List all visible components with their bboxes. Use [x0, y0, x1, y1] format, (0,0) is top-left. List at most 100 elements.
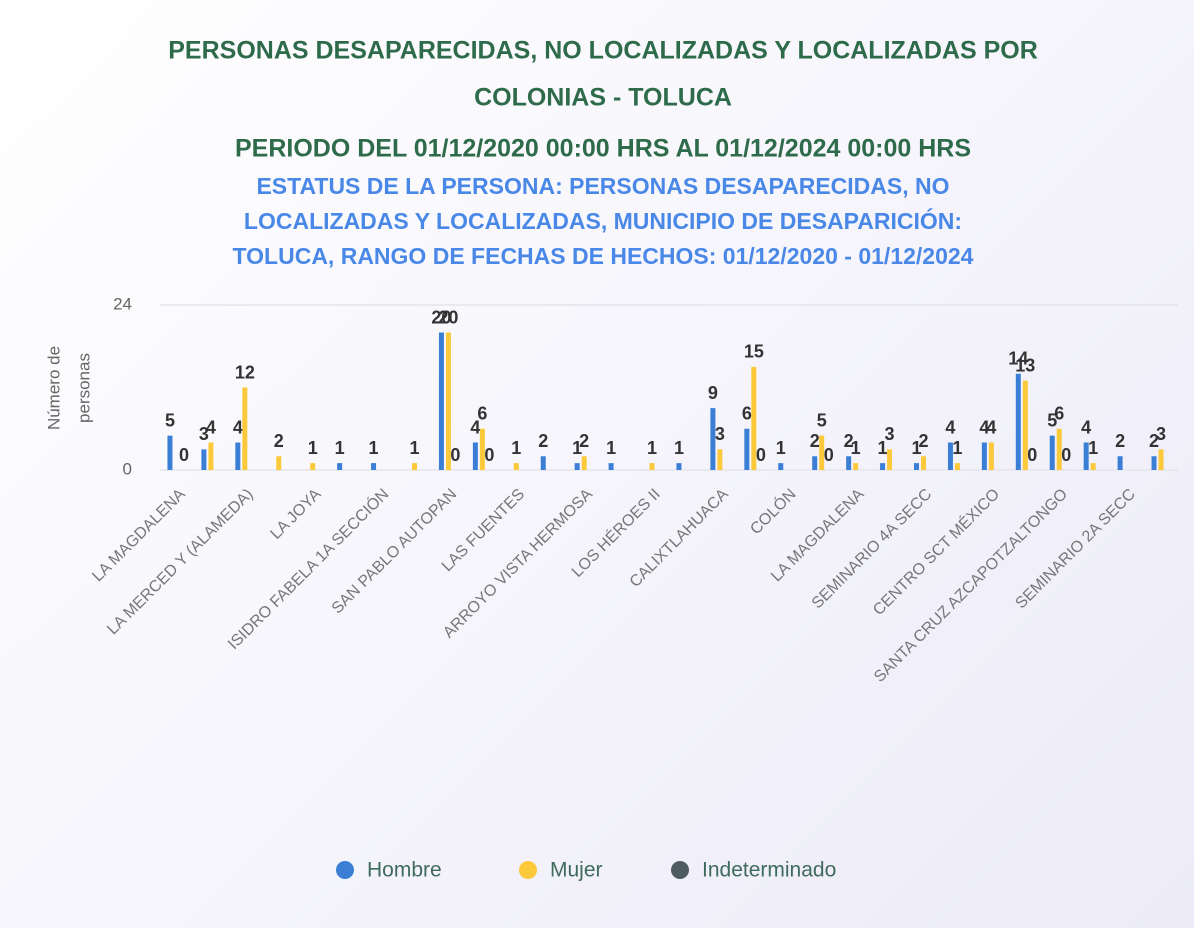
- data-label: 4: [233, 417, 243, 437]
- data-label: 4: [986, 417, 996, 437]
- period: PERIODO DEL 01/12/2020 00:00 HRS AL 01/1…: [235, 135, 971, 163]
- bar: [812, 456, 818, 470]
- data-label: 0: [1061, 445, 1071, 465]
- legend-marker: [671, 861, 689, 879]
- subtitle: TOLUCA, RANGO DE FECHAS DE HECHOS: 01/12…: [233, 243, 974, 269]
- data-label: 4: [1081, 417, 1091, 437]
- bar: [819, 435, 825, 470]
- data-label: 14: [1008, 349, 1028, 369]
- bar: [513, 463, 519, 470]
- data-label: 4: [470, 417, 480, 437]
- legend-label: Mujer: [550, 859, 603, 882]
- bar: [412, 463, 417, 470]
- data-label: 3: [715, 424, 725, 444]
- x-tick-label: LA MERCED Y (ALAMEDA): [104, 486, 256, 638]
- data-label: 4: [206, 417, 216, 437]
- data-label: 1: [647, 438, 657, 458]
- x-tick-label: CENTRO SCT MÉXICO: [869, 484, 1004, 619]
- bar: [371, 463, 377, 470]
- y-tick-label: 0: [123, 459, 132, 478]
- bar: [608, 463, 614, 470]
- data-label: 1: [606, 438, 616, 458]
- legend-label: Indeterminado: [702, 859, 836, 882]
- chart-title: PERSONAS DESAPARECIDAS, NO LOCALIZADAS Y…: [168, 37, 1038, 65]
- subtitle: ESTATUS DE LA PERSONA: PERSONAS DESAPARE…: [256, 173, 949, 199]
- bar: [778, 463, 784, 470]
- bar: [479, 428, 485, 470]
- bar: [853, 463, 859, 470]
- data-label: 20: [431, 307, 451, 327]
- data-label: 1: [1088, 438, 1098, 458]
- bar: [540, 456, 546, 470]
- data-label: 15: [744, 342, 764, 362]
- data-label: 0: [1027, 445, 1037, 465]
- bar: [337, 463, 343, 470]
- data-label: 1: [335, 438, 345, 458]
- bar: [744, 428, 750, 470]
- data-label: 5: [817, 410, 827, 430]
- y-axis-label: personas: [74, 353, 93, 423]
- data-label: 0: [824, 445, 834, 465]
- x-tick-label: COLÓN: [746, 484, 800, 538]
- data-label: 4: [945, 417, 955, 437]
- bar: [1151, 456, 1157, 470]
- bar: [988, 442, 994, 470]
- bar: [1056, 428, 1062, 470]
- data-label: 9: [708, 383, 718, 403]
- data-label: 1: [952, 438, 962, 458]
- data-label: 20: [438, 307, 458, 327]
- bar: [947, 442, 953, 470]
- bar: [242, 387, 248, 470]
- data-label: 1: [674, 438, 684, 458]
- data-label: 0: [756, 445, 766, 465]
- data-label: 6: [1054, 404, 1064, 424]
- legend-label: Hombre: [367, 859, 442, 882]
- data-label: 13: [1015, 355, 1035, 375]
- data-label: 3: [885, 424, 895, 444]
- data-label: 1: [572, 438, 582, 458]
- data-label: 3: [1156, 424, 1166, 444]
- bar: [1117, 456, 1123, 470]
- bar: [921, 456, 926, 470]
- data-label: 1: [409, 438, 419, 458]
- bar: [167, 435, 173, 470]
- bar: [472, 442, 478, 470]
- y-tick-label: 24: [113, 294, 132, 313]
- bar: [1158, 449, 1164, 470]
- y-axis-label: Número de: [44, 346, 63, 430]
- x-tick-label: SEMINARIO 2A SECC: [1012, 486, 1138, 612]
- bar: [201, 449, 207, 470]
- data-label: 0: [484, 445, 494, 465]
- data-label: 1: [308, 438, 318, 458]
- data-label: 2: [918, 431, 928, 451]
- bar: [276, 456, 282, 470]
- bar: [1049, 435, 1055, 470]
- bar: [235, 442, 241, 470]
- x-tick-label: LA JOYA: [267, 486, 324, 543]
- bar: [954, 463, 960, 470]
- x-tick-label: SEMINARIO 4A SECC: [809, 486, 935, 612]
- bar: [1083, 442, 1089, 470]
- x-tick-label: SAN PABLO AUTOPAN: [329, 486, 460, 617]
- data-label: 4: [979, 417, 989, 437]
- bar: [310, 463, 316, 470]
- bar: [981, 442, 987, 470]
- bar: [676, 463, 682, 470]
- bar: [1015, 373, 1021, 470]
- data-label: 0: [179, 445, 189, 465]
- data-label: 2: [1115, 431, 1125, 451]
- data-label: 5: [165, 410, 175, 430]
- bar: [914, 463, 919, 470]
- data-label: 3: [199, 424, 209, 444]
- data-label: 0: [450, 445, 460, 465]
- data-label: 5: [1047, 410, 1057, 430]
- data-label: 2: [274, 431, 284, 451]
- bar: [887, 449, 893, 470]
- bar: [574, 463, 580, 470]
- data-label: 6: [477, 404, 487, 424]
- chart-title: COLONIAS - TOLUCA: [474, 84, 732, 112]
- data-label: 1: [511, 438, 521, 458]
- subtitle: LOCALIZADAS Y LOCALIZADAS, MUNICIPIO DE …: [244, 207, 962, 234]
